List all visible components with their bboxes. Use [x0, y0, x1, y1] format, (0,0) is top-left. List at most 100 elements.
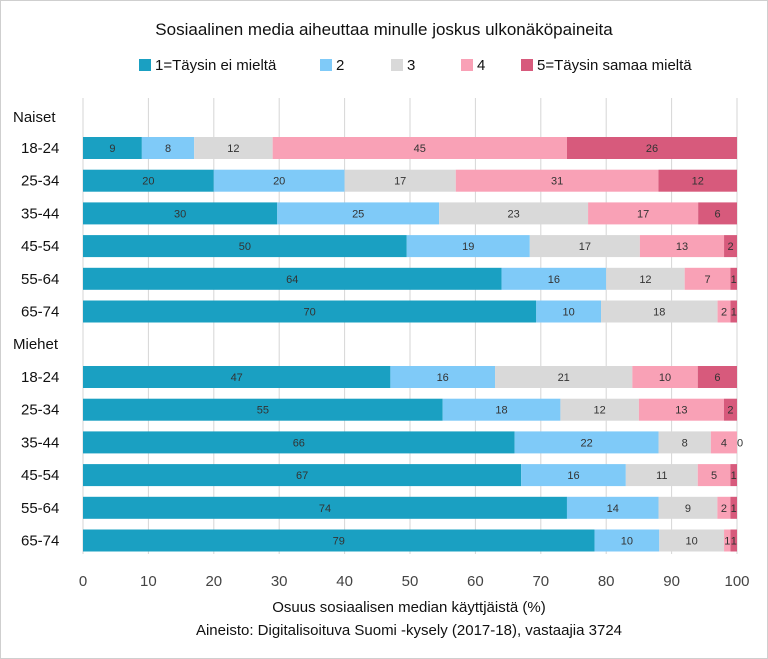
- bar-segment: [390, 366, 496, 388]
- bar-segment: [194, 137, 273, 159]
- category-label: 18-24: [21, 369, 59, 386]
- bar-segment: [83, 202, 278, 225]
- legend-label: 1=Täysin ei mieltä: [155, 57, 277, 74]
- data-label: 6: [714, 372, 720, 384]
- category-label: 65-74: [21, 533, 59, 550]
- bar-segment: [272, 137, 567, 159]
- bar-segment: [439, 202, 589, 225]
- bar-segment: [698, 202, 737, 225]
- bar-segment: [83, 366, 391, 388]
- legend: 1=Täysin ei mieltä 2 3 4 5=Täysin samaa miel…: [139, 57, 692, 74]
- bar-segment: [658, 431, 711, 454]
- data-label: 70: [304, 307, 316, 319]
- bar-segment: [560, 398, 639, 421]
- data-label: 5: [711, 470, 717, 482]
- data-label: 17: [394, 176, 406, 188]
- bar-segment: [697, 366, 737, 388]
- bar-segment: [684, 267, 731, 290]
- data-label: 4: [721, 437, 727, 449]
- data-label: 1: [731, 470, 737, 482]
- data-label: 16: [437, 372, 449, 384]
- legend-swatch: [521, 59, 533, 71]
- bar-segment: [83, 464, 522, 487]
- bar-segment: [455, 169, 659, 192]
- data-label: 74: [319, 503, 331, 515]
- data-label: 8: [682, 437, 688, 449]
- data-label: 2: [727, 241, 733, 253]
- bar-segment: [717, 496, 731, 519]
- data-label: 2: [721, 503, 727, 515]
- data-label: 18: [653, 307, 665, 319]
- data-label: 12: [692, 176, 704, 188]
- data-label: 12: [227, 143, 239, 155]
- x-axis-ticks: 0 10 20 30 40 50 60 70 80 90 100: [79, 573, 750, 590]
- bar-segment: [658, 169, 737, 192]
- bar-segment: [141, 137, 195, 159]
- bar-segment: [717, 300, 731, 323]
- x-tick-label: 50: [402, 573, 419, 590]
- x-axis-title: Osuus sosiaalisen median käyttjäistä (%): [272, 599, 545, 616]
- chart-title: Sosiaalinen media aiheuttaa minulle josk…: [155, 20, 613, 39]
- data-label: 66: [293, 437, 305, 449]
- bar-segment: [83, 300, 537, 323]
- data-label: 7: [705, 274, 711, 286]
- bar-segment: [659, 529, 725, 552]
- bar-segment: [730, 529, 737, 552]
- legend-label: 2: [336, 57, 344, 74]
- category-label: 45-54: [21, 238, 59, 255]
- category-label: 18-24: [21, 140, 59, 157]
- bar-segment: [277, 202, 440, 225]
- bar-segment: [83, 496, 567, 519]
- data-label: 2: [721, 307, 727, 319]
- bar-segment: [588, 202, 699, 225]
- x-tick-label: 100: [724, 573, 749, 590]
- data-label: 10: [621, 536, 633, 548]
- data-label: 0: [737, 437, 743, 449]
- data-label: 23: [507, 208, 519, 220]
- bar-segment: [529, 235, 640, 258]
- data-label: 11: [656, 470, 667, 482]
- x-tick-label: 0: [79, 573, 87, 590]
- bar-segment: [639, 235, 725, 258]
- category-label: 25-34: [21, 173, 59, 190]
- data-label: 9: [685, 503, 691, 515]
- bar-segment: [514, 431, 659, 454]
- data-label: 17: [637, 208, 649, 220]
- bar-segment: [83, 529, 595, 552]
- data-label: 1: [731, 307, 737, 319]
- data-label: 21: [558, 372, 570, 384]
- bar-segment: [83, 137, 142, 159]
- bar-segment: [658, 496, 718, 519]
- data-label: 16: [548, 274, 560, 286]
- data-label: 30: [174, 208, 186, 220]
- group-label: Miehet: [13, 336, 59, 353]
- data-label: 14: [607, 503, 619, 515]
- category-label: 65-74: [21, 304, 59, 321]
- category-label: 35-44: [21, 205, 59, 222]
- data-label: 13: [675, 405, 687, 417]
- group-label: Naiset: [13, 109, 56, 126]
- data-label: 67: [296, 470, 308, 482]
- category-label: 35-44: [21, 434, 59, 451]
- bar-segment: [566, 137, 737, 159]
- data-label: 55: [257, 405, 269, 417]
- legend-label: 3: [407, 57, 415, 74]
- data-label: 20: [273, 176, 285, 188]
- legend-label: 5=Täysin samaa mieltä: [537, 57, 692, 74]
- data-label: 18: [495, 405, 507, 417]
- bar-segment: [213, 169, 345, 192]
- data-label: 6: [715, 208, 721, 220]
- data-label: 10: [686, 536, 698, 548]
- data-label: 1: [724, 536, 730, 548]
- bar-segment: [536, 300, 602, 323]
- bar-segment: [697, 464, 731, 487]
- data-label: 22: [580, 437, 592, 449]
- category-label: 25-34: [21, 402, 59, 419]
- bar-segment: [723, 398, 737, 421]
- bar-segment: [632, 366, 698, 388]
- data-label: 19: [462, 241, 474, 253]
- data-label: 45: [414, 143, 426, 155]
- legend-label: 4: [477, 57, 485, 74]
- bar-segment: [601, 300, 718, 323]
